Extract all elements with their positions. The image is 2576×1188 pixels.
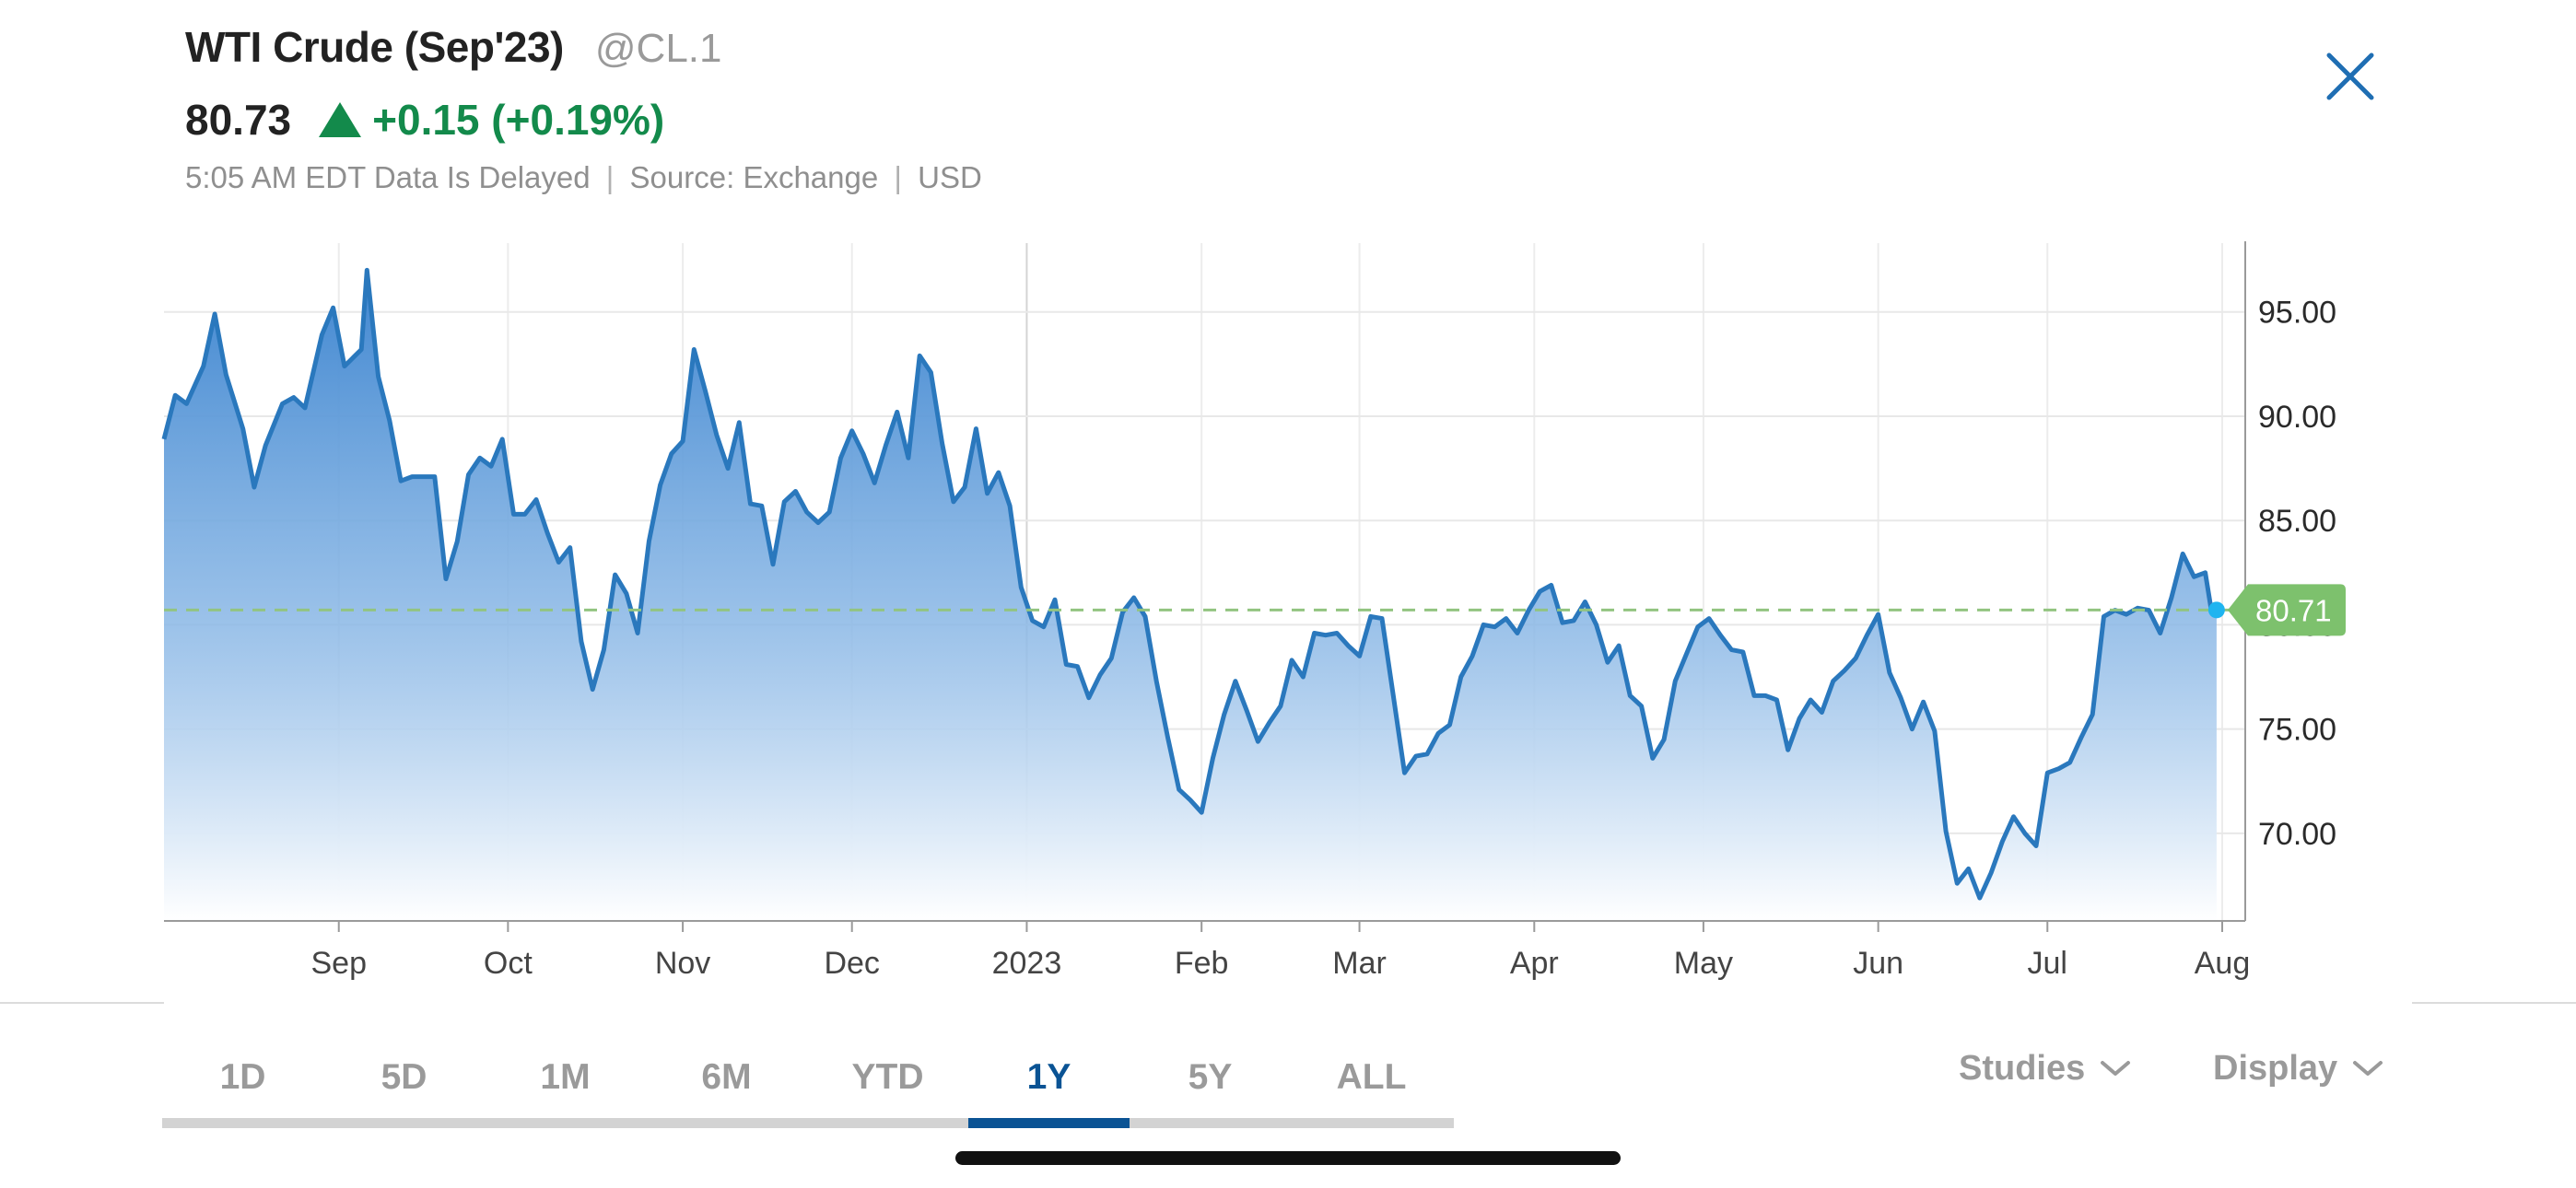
period-5d-button[interactable]: 5D	[381, 1057, 427, 1097]
close-icon	[2326, 52, 2374, 100]
chevron-down-icon	[2101, 1061, 2131, 1076]
divider-right	[2412, 1002, 2576, 1004]
divider-left	[0, 1002, 164, 1004]
meta-separator: |	[605, 160, 615, 194]
price-change-value: +0.15 (+0.19%)	[372, 96, 665, 144]
title-row: WTI Crude (Sep'23) @CL.1	[185, 22, 2396, 79]
y-tick-label: 90.00	[2258, 400, 2336, 435]
quote-header: WTI Crude (Sep'23) @CL.1 80.73 +0.15 (+0…	[185, 22, 2396, 195]
y-tick-label: 85.00	[2258, 504, 2336, 539]
data-source: Source: Exchange	[629, 160, 879, 194]
x-tick-label: Jul	[2028, 946, 2067, 981]
period-6m-button[interactable]: 6M	[701, 1057, 752, 1097]
x-axis-ticks: Sep Oct Nov Dec 2023 Feb Mar Apr May Jun Jul Aug	[310, 921, 2250, 981]
x-tick-label: Nov	[655, 946, 710, 981]
meta-separator: |	[894, 160, 902, 194]
period-selector: 1D 5D 1M 6M YTD 1Y 5Y ALL	[162, 1041, 1454, 1128]
home-indicator	[955, 1151, 1621, 1165]
up-arrow-icon	[319, 102, 362, 137]
currency: USD	[918, 160, 982, 194]
quote-meta: 5:05 AM EDT Data Is Delayed | Source: Ex…	[185, 160, 2396, 195]
x-tick-label: Mar	[1332, 946, 1387, 981]
last-price-tag: 80.71	[2228, 584, 2346, 636]
period-ytd-button[interactable]: YTD	[851, 1057, 924, 1097]
last-price-dot	[2207, 601, 2225, 619]
x-tick-label: May	[1674, 946, 1733, 981]
last-price-tag-shape	[2228, 584, 2346, 636]
chevron-down-icon	[2353, 1061, 2383, 1076]
y-tick-label: 70.00	[2258, 817, 2336, 852]
delay-notice: Data Is Delayed	[373, 160, 591, 194]
x-tick-label: Feb	[1175, 946, 1229, 981]
x-tick-label: Dec	[824, 946, 879, 981]
display-label: Display	[2213, 1048, 2338, 1088]
last-price-tag-label: 80.71	[2255, 593, 2332, 627]
x-tick-label: 2023	[992, 946, 1062, 981]
close-button[interactable]	[2322, 48, 2379, 105]
period-selected-indicator	[968, 1118, 1130, 1128]
period-1d-button[interactable]: 1D	[219, 1057, 266, 1097]
price-row: 80.73 +0.15 (+0.19%)	[185, 92, 2396, 147]
studies-dropdown[interactable]: Studies	[1959, 1041, 2131, 1096]
period-5y-button[interactable]: 5Y	[1188, 1057, 1233, 1097]
price-change: +0.15 (+0.19%)	[319, 95, 664, 145]
x-tick-label: Jun	[1853, 946, 1903, 981]
period-1m-button[interactable]: 1M	[540, 1057, 591, 1097]
x-tick-label: Apr	[1510, 946, 1559, 981]
last-price: 80.73	[185, 96, 292, 144]
period-all-button[interactable]: ALL	[1336, 1057, 1407, 1097]
price-line	[161, 267, 2218, 901]
instrument-title: WTI Crude (Sep'23)	[185, 23, 564, 71]
price-area	[164, 270, 2217, 921]
x-tick-label: Oct	[484, 946, 533, 981]
x-tick-label: Sep	[310, 946, 367, 981]
period-track	[162, 1118, 1454, 1128]
y-tick-label: 95.00	[2258, 296, 2336, 331]
instrument-symbol: @CL.1	[594, 26, 722, 71]
display-dropdown[interactable]: Display	[2213, 1041, 2383, 1096]
y-tick-label: 75.00	[2258, 713, 2336, 748]
x-tick-label: Aug	[2195, 946, 2251, 981]
period-1y-button[interactable]: 1Y	[1026, 1057, 1071, 1097]
studies-label: Studies	[1959, 1048, 2086, 1088]
quote-time: 5:05 AM EDT	[185, 160, 366, 194]
